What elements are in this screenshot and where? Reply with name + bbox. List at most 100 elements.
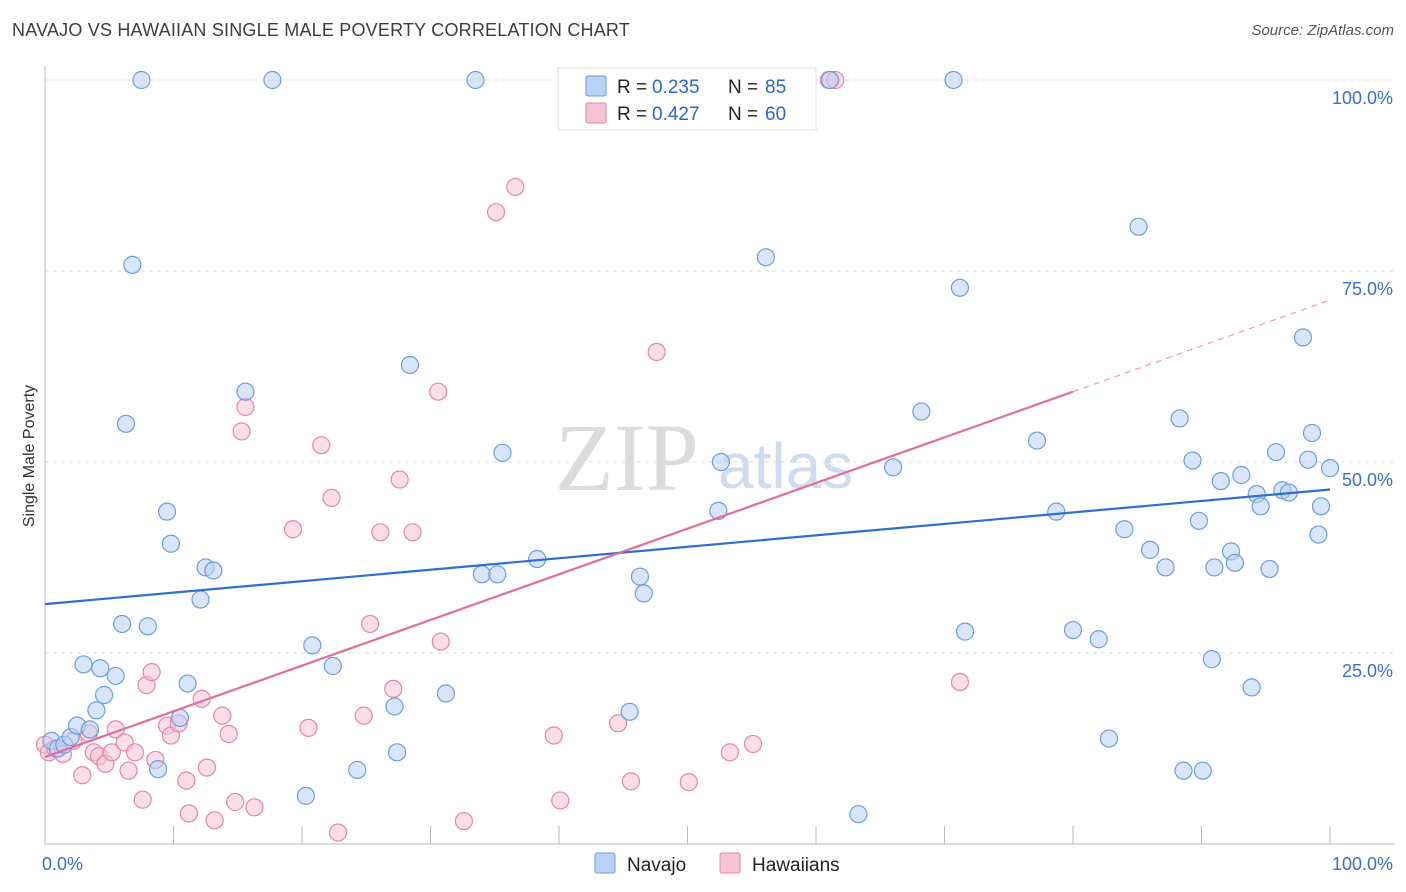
navajo-point-71 — [1232, 465, 1251, 485]
navajo-point-51 — [955, 622, 975, 641]
hawaiian-point-28 — [219, 724, 238, 744]
navajo-point-72 — [1242, 678, 1261, 697]
legend-r-label-hawaiian: R = — [617, 104, 647, 125]
navajo-point-9 — [95, 685, 114, 705]
navajo-point-17 — [157, 502, 177, 521]
bottom-legend-swatch-navajo — [594, 852, 616, 874]
hawaiian-point-10 — [102, 743, 121, 762]
legend-box: R = 0.235 N = 85 R = 0.427 N = 60 — [557, 67, 817, 131]
navajo-point-16 — [148, 760, 168, 779]
navajo-point-81 — [1302, 423, 1322, 443]
hawaiian-point-17 — [142, 662, 161, 682]
navajo-trend-line — [44, 488, 1331, 606]
navajo-point-79 — [1293, 328, 1313, 347]
navajo-point-62 — [1174, 761, 1193, 780]
legend-swatch-hawaiian — [585, 102, 607, 124]
navajo-point-80 — [1299, 450, 1318, 469]
hawaiian-point-30 — [232, 422, 251, 441]
hawaiian-point-40 — [371, 523, 390, 542]
hawaiian-point-26 — [205, 811, 224, 830]
navajo-point-12 — [116, 414, 136, 433]
hawaiian-point-35 — [312, 436, 331, 455]
hawaiian-point-48 — [506, 177, 525, 197]
hawaiian-point-50 — [551, 791, 570, 810]
legend-n-label-navajo: N = — [728, 77, 758, 98]
navajo-point-65 — [1193, 761, 1212, 780]
navajo-point-49 — [944, 70, 963, 90]
navajo-point-20 — [178, 674, 197, 693]
hawaiian-trend-line — [44, 390, 1074, 758]
hawaiian-point-43 — [403, 523, 422, 542]
navajo-point-26 — [296, 786, 315, 805]
navajo-point-15 — [138, 617, 157, 636]
y-tick-label-1: 50.0% — [1342, 470, 1393, 490]
navajo-point-60 — [1156, 558, 1175, 577]
hawaiian-point-36 — [322, 488, 341, 508]
hawaiian-point-34 — [299, 718, 318, 737]
navajo-point-70 — [1225, 553, 1245, 572]
navajo-point-59 — [1140, 540, 1160, 559]
navajo-point-82 — [1309, 525, 1328, 544]
legend-swatch-navajo — [585, 75, 607, 97]
legend-r-value-navajo: 0.235 — [652, 77, 700, 98]
navajo-point-84 — [1320, 459, 1340, 478]
bottom-legend: Navajo Hawaiians — [594, 852, 840, 876]
hawaiian-point-38 — [354, 706, 373, 725]
hawaiian-point-14 — [125, 743, 145, 762]
navajo-point-46 — [849, 805, 868, 824]
bottom-legend-navajo: Navajo — [627, 855, 686, 876]
navajo-point-29 — [348, 760, 367, 779]
navajo-point-25 — [263, 70, 282, 90]
bottom-legend-hawaiians: Hawaiians — [752, 855, 840, 876]
navajo-point-56 — [1099, 729, 1119, 748]
hawaiian-point-29 — [226, 792, 245, 812]
hawaiian-point-56 — [743, 734, 763, 754]
hawaiian-point-49 — [544, 726, 563, 745]
hawaiian-point-53 — [647, 342, 666, 362]
navajo-point-44 — [756, 248, 775, 267]
hawaiian-point-58 — [950, 672, 970, 692]
navajo-point-13 — [123, 255, 142, 274]
navajo-point-42 — [711, 452, 731, 472]
tick-labels: 25.0% 50.0% 75.0% 100.0% 0.0% 100.0% — [42, 88, 1393, 874]
navajo-point-21 — [191, 590, 210, 609]
navajo-point-35 — [472, 565, 491, 584]
hawaiian-point-54 — [679, 773, 698, 792]
navajo-point-7 — [87, 701, 106, 720]
hawaiian-point-15 — [133, 790, 152, 809]
hawaiian-point-25 — [197, 758, 217, 777]
navajo-points — [42, 70, 1340, 824]
navajo-point-68 — [1211, 472, 1230, 491]
navajo-point-8 — [91, 659, 110, 678]
navajo-point-66 — [1202, 650, 1221, 669]
navajo-point-63 — [1183, 451, 1202, 470]
hawaiian-point-27 — [213, 706, 232, 725]
navajo-point-54 — [1063, 620, 1083, 640]
x-tick-label-1: 100.0% — [1332, 854, 1393, 874]
bottom-legend-swatch-hawaiian — [719, 852, 741, 874]
navajo-point-67 — [1205, 558, 1224, 577]
hawaiian-point-55 — [720, 743, 740, 762]
navajo-point-36 — [488, 565, 507, 584]
y-tick-label-3: 100.0% — [1332, 88, 1393, 108]
axes — [44, 66, 1395, 845]
navajo-point-24 — [236, 382, 255, 401]
hawaiian-point-37 — [328, 823, 348, 842]
navajo-point-41 — [634, 584, 653, 603]
navajo-point-33 — [436, 684, 456, 703]
hawaiian-point-46 — [454, 811, 474, 831]
hawaiian-point-44 — [429, 382, 448, 401]
hawaiian-point-52 — [621, 772, 641, 791]
navajo-point-6 — [80, 720, 100, 739]
navajo-point-34 — [466, 70, 485, 90]
navajo-point-45 — [821, 70, 840, 90]
hawaiian-point-42 — [390, 470, 409, 489]
navajo-point-64 — [1189, 511, 1209, 530]
navajo-point-39 — [620, 702, 639, 721]
navajo-point-37 — [493, 443, 512, 462]
source-label: Source: ZipAtlas.com — [1251, 22, 1394, 39]
navajo-point-32 — [400, 355, 420, 375]
chart-title: NAVAJO VS HAWAIIAN SINGLE MALE POVERTY C… — [12, 20, 630, 40]
grid-lines — [45, 79, 1395, 654]
hawaiian-point-23 — [179, 804, 199, 823]
